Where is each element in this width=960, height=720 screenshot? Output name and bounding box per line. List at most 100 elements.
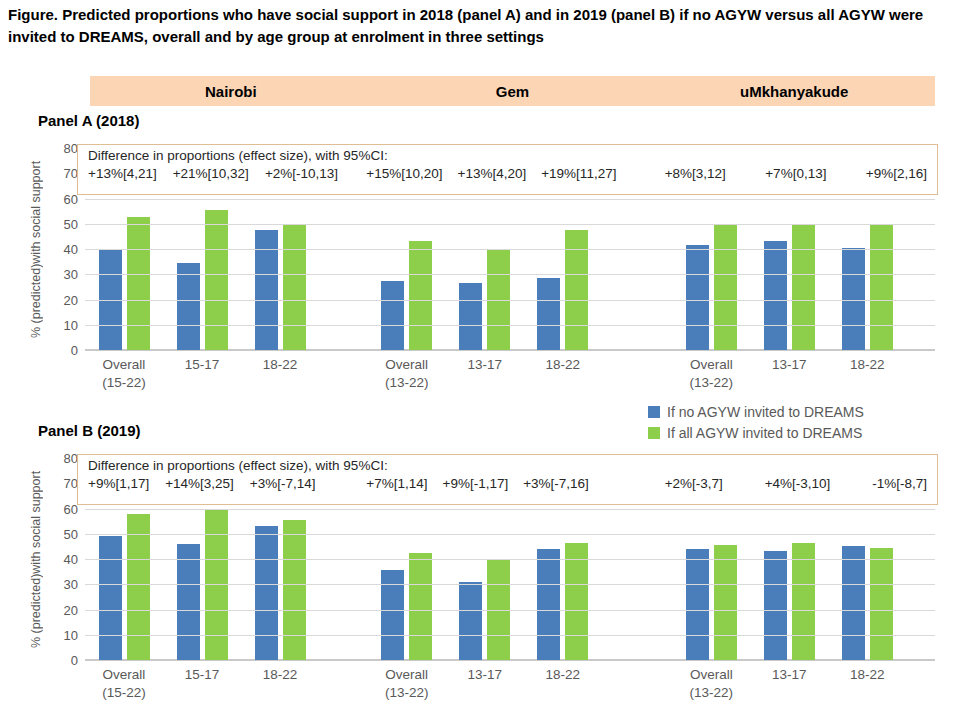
bar-all-agyw xyxy=(409,241,432,350)
bar-no-agyw xyxy=(537,278,560,350)
y-tick-label: 60 xyxy=(64,191,78,206)
effect-group-gem: +7%[1,14]+9%[-1,17]+3%[-7,16] xyxy=(350,476,628,491)
category-label: Overall (15-22) xyxy=(85,666,163,702)
y-tick-label: 0 xyxy=(71,343,78,358)
category-label: 18-22 xyxy=(524,666,602,702)
blue-swatch-icon xyxy=(648,406,660,418)
setting-header-gem: Gem xyxy=(372,76,654,106)
bar-all-agyw xyxy=(409,553,432,660)
effect-value: +2%[-3,7] xyxy=(665,476,723,491)
setting-labels-umkhanyakude: Overall (13-22)13-1718-22 xyxy=(630,666,935,702)
bar-no-agyw xyxy=(764,241,787,350)
setting-labels-gem: Overall (13-22)13-1718-22 xyxy=(348,356,631,392)
effect-value: +9%[2,16] xyxy=(866,166,927,181)
gridline xyxy=(85,559,935,560)
bar-all-agyw xyxy=(792,224,815,350)
setting-labels-nairobi: Overall (15-22)15-1718-22 xyxy=(85,666,348,702)
gridline xyxy=(85,610,935,611)
y-tick-label: 30 xyxy=(64,577,78,592)
panel-a: Panel A (2018) % (predicted)with social … xyxy=(0,112,960,412)
effect-value: -1%[-8,7] xyxy=(872,476,927,491)
panel-b: Panel B (2019) % (predicted)with social … xyxy=(0,422,960,720)
effect-group-umkhanyakude: +8%[3,12]+7%[0,13]+9%[2,16] xyxy=(629,166,931,181)
bar-no-agyw xyxy=(537,549,560,660)
setting-labels-umkhanyakude: Overall (13-22)13-1718-22 xyxy=(630,356,935,392)
bar-all-agyw xyxy=(205,210,228,350)
effect-value: +9%[-1,17] xyxy=(443,476,509,491)
effect-value: +2%[-10,13] xyxy=(265,166,338,181)
bar-no-agyw xyxy=(459,582,482,660)
effect-value: +4%[-3,10] xyxy=(765,476,831,491)
panel-b-plot: % (predicted)with social support Differe… xyxy=(85,458,935,660)
setting-labels-gem: Overall (13-22)13-1718-22 xyxy=(348,666,631,702)
y-tick-label: 60 xyxy=(64,501,78,516)
bar-all-agyw xyxy=(565,543,588,660)
y-tick-label: 70 xyxy=(64,476,78,491)
gridline xyxy=(85,199,935,200)
category-label: 18-22 xyxy=(241,356,319,392)
effect-value: +13%[4,20] xyxy=(458,166,527,181)
y-tick-label: 10 xyxy=(64,627,78,642)
gridline xyxy=(85,300,935,301)
category-label: 15-17 xyxy=(163,356,241,392)
y-tick-label: 40 xyxy=(64,242,78,257)
effect-size-heading: Difference in proportions (effect size),… xyxy=(88,148,931,163)
effect-size-box: Difference in proportions (effect size),… xyxy=(77,144,938,195)
category-label: Overall (13-22) xyxy=(672,356,750,392)
y-tick-label: 70 xyxy=(64,166,78,181)
y-tick-label: 50 xyxy=(64,526,78,541)
effect-value: +13%[4,21] xyxy=(88,166,157,181)
category-label: 13-17 xyxy=(750,356,828,392)
effect-value: +15%[10,20] xyxy=(366,166,442,181)
category-label: 15-17 xyxy=(163,666,241,702)
bar-all-agyw xyxy=(127,217,150,350)
category-label: Overall (15-22) xyxy=(85,356,163,392)
category-label: 18-22 xyxy=(828,666,906,702)
category-label: 13-17 xyxy=(750,666,828,702)
effect-value: +14%[3,25] xyxy=(165,476,234,491)
category-label: 13-17 xyxy=(446,666,524,702)
gridline xyxy=(85,224,935,225)
bar-no-agyw xyxy=(686,245,709,350)
bar-all-agyw xyxy=(283,225,306,350)
bar-all-agyw xyxy=(792,543,815,660)
legend-label: If all AGYW invited to DREAMS xyxy=(667,425,862,441)
category-label: 18-22 xyxy=(524,356,602,392)
bar-no-agyw xyxy=(177,544,200,660)
bar-all-agyw xyxy=(870,548,893,660)
bar-all-agyw xyxy=(870,225,893,350)
panel-b-title: Panel B (2019) xyxy=(38,422,141,439)
figure-title: Figure. Predicted proportions who have s… xyxy=(8,4,956,48)
bar-no-agyw xyxy=(686,549,709,660)
effect-size-heading: Difference in proportions (effect size),… xyxy=(88,458,931,473)
legend: If no AGYW invited to DREAMS If all AGYW… xyxy=(648,404,864,441)
effect-value: +3%[-7,14] xyxy=(250,476,316,491)
panel-a-plot: % (predicted)with social support Differe… xyxy=(85,148,935,350)
y-tick-label: 0 xyxy=(71,653,78,668)
y-tick-label: 20 xyxy=(64,602,78,617)
legend-item-all-agyw: If all AGYW invited to DREAMS xyxy=(648,425,864,441)
y-tick-label: 40 xyxy=(64,552,78,567)
y-axis-label: % (predicted)with social support xyxy=(29,458,45,660)
legend-label: If no AGYW invited to DREAMS xyxy=(667,404,864,420)
bar-all-agyw xyxy=(283,520,306,660)
category-axis: Overall (15-22)15-1718-22Overall (13-22)… xyxy=(85,356,935,392)
category-label: Overall (13-22) xyxy=(368,356,446,392)
category-label: 13-17 xyxy=(446,356,524,392)
setting-labels-nairobi: Overall (15-22)15-1718-22 xyxy=(85,356,348,392)
gridline xyxy=(85,509,935,510)
category-label: Overall (13-22) xyxy=(672,666,750,702)
effect-value: +8%[3,12] xyxy=(665,166,726,181)
bar-no-agyw xyxy=(764,551,787,660)
effect-size-box: Difference in proportions (effect size),… xyxy=(77,454,938,505)
effect-value: +21%[10,32] xyxy=(173,166,249,181)
bar-no-agyw xyxy=(99,536,122,660)
y-tick-label: 20 xyxy=(64,292,78,307)
effect-group-nairobi: +13%[4,21] +21%[10,32] +2%[-10,13] xyxy=(88,166,350,181)
bar-no-agyw xyxy=(459,283,482,350)
effect-value: +9%[1,17] xyxy=(88,476,149,491)
effect-value: +19%[11,27] xyxy=(541,166,616,181)
y-tick-label: 30 xyxy=(64,267,78,282)
y-tick-label: 50 xyxy=(64,216,78,231)
effect-value: +7%[1,14] xyxy=(366,476,427,491)
